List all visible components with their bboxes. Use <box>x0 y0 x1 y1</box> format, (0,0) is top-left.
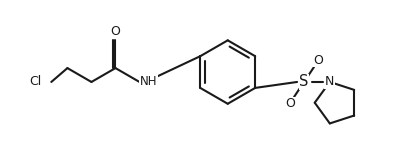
Text: O: O <box>313 54 323 67</box>
Text: O: O <box>285 97 295 110</box>
Text: NH: NH <box>139 76 157 88</box>
Text: Cl: Cl <box>29 76 41 88</box>
Text: N: N <box>325 76 335 88</box>
Text: O: O <box>111 25 121 38</box>
Text: S: S <box>299 74 309 89</box>
